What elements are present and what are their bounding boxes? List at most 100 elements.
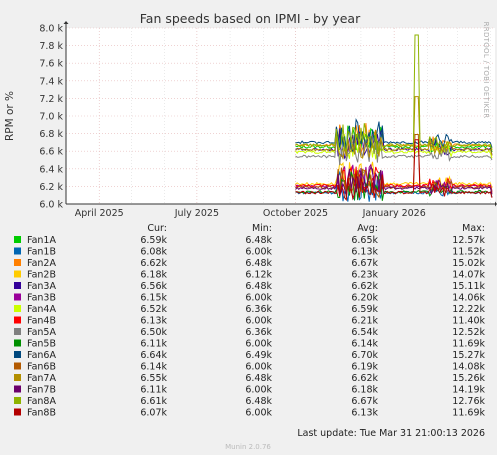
legend-cur-value: 6.15k [140,293,167,304]
legend-header-max: Max: [462,223,485,234]
legend-min-value: 6.00k [245,339,272,350]
axes [63,21,497,207]
legend-min-value: 6.00k [245,408,272,419]
legend-name: Fan2B [27,270,56,281]
legend-swatch-fan3a [14,282,21,289]
y-axis-label: RPM or % [4,91,16,141]
legend-name: Fan7B [27,385,56,396]
y-tick-labels: 6.0 k 6.2 k 6.4 k 6.6 k 6.8 k 7.0 k 7.2 k 7.4 k… [39,24,63,211]
legend-max-value: 14.06k [452,293,485,304]
chart-title: Fan speeds based on IPMI - by year [140,11,361,26]
legend-min-value: 6.00k [245,385,272,396]
legend-name: Fan5B [27,339,56,350]
legend-table: Cur: Min: Avg: Max: Fan1A 6.59k 6.48k 6.65k… [14,223,485,419]
series-line-fan8b [295,139,493,202]
legend-swatch-fan2a [14,259,21,266]
legend-min-value: 6.48k [245,258,272,269]
legend-name: Fan5A [27,327,56,338]
legend-avg-value: 6.65k [351,235,378,246]
legend-name: Fan2A [27,258,56,269]
series-line-fan7b [295,166,493,196]
series-line-fan6b [295,134,493,199]
x-tick-label: July 2025 [174,208,219,219]
y-tick-label: 7.4 k [39,76,63,87]
legend-min-value: 6.00k [245,316,272,327]
legend-avg-value: 6.14k [351,339,378,350]
legend-cur-value: 6.50k [140,327,167,338]
legend-max-value: 11.69k [452,408,485,419]
legend-min-value: 6.00k [245,362,272,373]
legend-header-avg: Avg: [357,223,378,234]
x-tick-label: October 2025 [263,208,328,219]
legend-min-value: 6.48k [245,373,272,384]
series-line-fan8a [295,34,493,155]
legend-cur-value: 6.11k [140,385,167,396]
legend-min-value: 6.12k [245,270,272,281]
x-tick-label: January 2026 [362,208,426,219]
legend-cur-value: 6.56k [140,281,167,292]
y-tick-label: 7.2 k [39,94,63,105]
y-tick-label: 6.0 k [39,200,63,211]
series-line-fan6a [295,117,493,153]
legend-min-value: 6.48k [245,396,272,407]
legend-min-value: 6.00k [245,293,272,304]
legend-swatch-fan7b [14,385,21,393]
rrdtool-credit: RRDTOOL / TOBI OETIKER [482,22,490,119]
legend-min-value: 6.48k [245,281,272,292]
legend-max-value: 12.22k [452,304,485,315]
legend-swatch-fan2b [14,270,21,278]
legend-avg-value: 6.62k [351,373,378,384]
legend-header-cur: Cur: [147,223,167,234]
legend-name: Fan7A [27,373,56,384]
legend-name: Fan6A [27,350,56,361]
legend-swatch-fan6a [14,351,21,358]
legend-avg-value: 6.54k [351,327,378,338]
legend-swatch-fan8b [14,408,21,416]
legend-header-min: Min: [252,223,272,234]
y-tick-label: 8.0 k [39,24,63,35]
plot-area [66,28,495,204]
y-axis-arrow [63,21,69,24]
legend-name: Fan4B [27,316,56,327]
legend-max-value: 12.57k [452,235,485,246]
legend-avg-value: 6.18k [351,385,378,396]
legend-max-value: 14.07k [452,270,485,281]
legend-name: Fan1A [27,235,56,246]
legend-swatch-fan1a [14,236,21,243]
legend-cur-value: 6.64k [140,350,167,361]
x-tick-label: April 2025 [75,208,124,219]
series-line-fan2b [295,161,493,191]
legend-swatch-fan1b [14,247,21,255]
legend-avg-value: 6.62k [351,281,378,292]
x-axis-arrow [495,201,497,207]
legend-name: Fan8A [27,396,56,407]
legend-cur-value: 6.18k [140,270,167,281]
legend-name: Fan1B [27,247,56,258]
legend-name: Fan8B [27,408,56,419]
y-tick-label: 6.4 k [39,164,63,175]
series-line-fan7a [295,96,493,160]
y-tick-label: 7.8 k [39,41,63,52]
legend-cur-value: 6.13k [140,316,167,327]
legend-avg-value: 6.67k [351,258,378,269]
legend-max-value: 11.52k [452,247,485,258]
legend-avg-value: 6.13k [351,247,378,258]
legend-max-value: 15.02k [452,258,485,269]
series-line-fan4a [295,132,493,162]
legend-max-value: 12.76k [452,396,485,407]
legend-cur-value: 6.55k [140,373,167,384]
legend-cur-value: 6.07k [140,408,167,419]
series-lines [295,34,493,202]
legend-cur-value: 6.14k [140,362,167,373]
legend-swatch-fan3b [14,293,21,301]
legend-name: Fan3B [27,293,56,304]
legend-avg-value: 6.13k [351,408,378,419]
legend-cur-value: 6.52k [140,304,167,315]
legend-min-value: 6.00k [245,247,272,258]
y-tick-label: 6.2 k [39,182,63,193]
legend-avg-value: 6.21k [351,316,378,327]
y-tick-label: 6.6 k [39,147,63,158]
legend-max-value: 12.52k [452,327,485,338]
legend-name: Fan6B [27,362,56,373]
